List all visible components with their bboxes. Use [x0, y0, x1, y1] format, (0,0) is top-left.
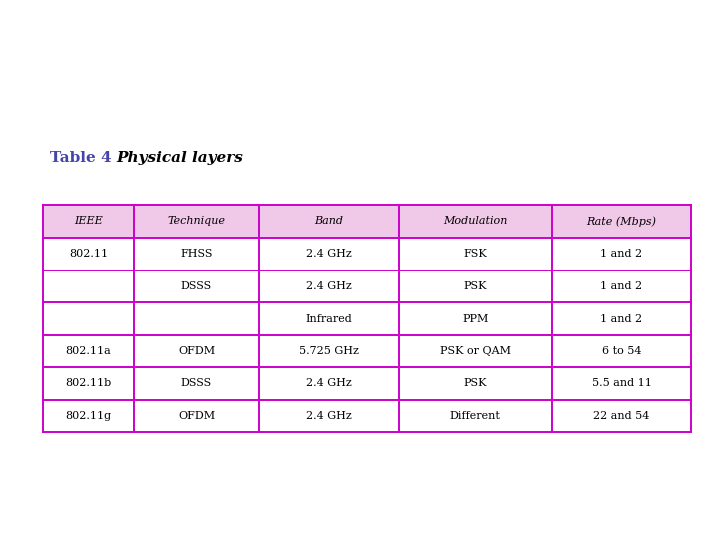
Text: IEEE: IEEE: [74, 217, 103, 226]
Text: Infrared: Infrared: [305, 314, 352, 323]
Text: 1 and 2: 1 and 2: [600, 314, 642, 323]
Text: 2.4 GHz: 2.4 GHz: [306, 249, 352, 259]
Text: 6 to 54: 6 to 54: [602, 346, 642, 356]
Text: DSSS: DSSS: [181, 281, 212, 291]
Text: 802.11b: 802.11b: [66, 379, 112, 388]
Text: 5.5 and 11: 5.5 and 11: [592, 379, 652, 388]
Text: 22 and 54: 22 and 54: [593, 411, 649, 421]
Text: Technique: Technique: [168, 217, 225, 226]
Text: 1 and 2: 1 and 2: [600, 249, 642, 259]
Text: OFDM: OFDM: [178, 411, 215, 421]
Text: 2.4 GHz: 2.4 GHz: [306, 411, 352, 421]
Text: Table 4: Table 4: [50, 151, 112, 165]
Text: Different: Different: [450, 411, 500, 421]
Text: PSK: PSK: [464, 379, 487, 388]
Text: Physical layers: Physical layers: [117, 151, 243, 165]
Text: 802.11: 802.11: [69, 249, 108, 259]
Text: 1 and 2: 1 and 2: [600, 281, 642, 291]
Text: PSK or QAM: PSK or QAM: [440, 346, 510, 356]
Text: Rate (Mbps): Rate (Mbps): [587, 216, 657, 227]
Text: Modulation: Modulation: [443, 217, 508, 226]
Text: 2.4 GHz: 2.4 GHz: [306, 379, 352, 388]
Text: FSK: FSK: [464, 249, 487, 259]
Text: PPM: PPM: [462, 314, 488, 323]
Text: 2.4 GHz: 2.4 GHz: [306, 281, 352, 291]
Text: FHSS: FHSS: [180, 249, 212, 259]
Text: OFDM: OFDM: [178, 346, 215, 356]
Text: Band: Band: [315, 217, 343, 226]
Text: 802.11a: 802.11a: [66, 346, 112, 356]
Text: 5.725 GHz: 5.725 GHz: [299, 346, 359, 356]
Text: 802.11g: 802.11g: [66, 411, 112, 421]
Text: PSK: PSK: [464, 281, 487, 291]
Text: DSSS: DSSS: [181, 379, 212, 388]
